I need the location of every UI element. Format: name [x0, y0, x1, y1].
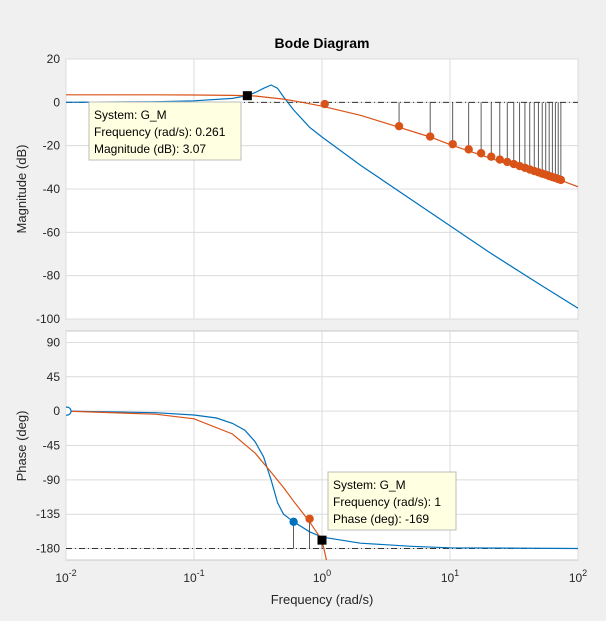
phase-orange-marker — [305, 515, 313, 523]
phase-datatip-line-3: Phase (deg): -169 — [333, 512, 429, 526]
x-tick-labels: 10-2 10-1 100 101 102 — [55, 568, 587, 585]
phase-y-axis-label: Phase (deg) — [14, 411, 29, 482]
phase-datatip-line-2: Frequency (rad/s): 1 — [333, 495, 441, 509]
y-tick-label: -45 — [43, 439, 61, 453]
y-tick-label: 45 — [47, 370, 61, 384]
y-tick-label: -40 — [43, 182, 61, 196]
y-tick-label: 0 — [53, 404, 60, 418]
sample-marker — [477, 149, 485, 157]
y-tick-label: -20 — [43, 139, 61, 153]
phase-datatip-line-1: System: G_M — [333, 478, 406, 492]
x-tick-label: 10-2 — [55, 568, 76, 585]
magnitude-datatip-line-2: Frequency (rad/s): 0.261 — [94, 125, 226, 139]
y-tick-label: -60 — [43, 225, 61, 239]
sample-marker — [496, 155, 504, 163]
magnitude-datatip[interactable]: System: G_M Frequency (rad/s): 0.261 Mag… — [89, 102, 241, 160]
magnitude-y-axis-label: Magnitude (dB) — [14, 145, 29, 234]
y-tick-label: 0 — [53, 95, 60, 109]
phase-start-marker — [63, 407, 71, 415]
magnitude-axes: 20 0 -20 -40 -60 -80 -100 — [36, 52, 578, 326]
phase-axes: 90 45 0 -45 -90 -135 -180 — [36, 331, 578, 564]
magnitude-ytick-labels: 20 0 -20 -40 -60 -80 -100 — [36, 52, 60, 326]
y-tick-label: -80 — [43, 269, 61, 283]
phase-datatip[interactable]: System: G_M Frequency (rad/s): 1 Phase (… — [328, 472, 456, 530]
sample-marker — [557, 176, 565, 184]
magnitude-datatip-line-3: Magnitude (dB): 3.07 — [94, 142, 206, 156]
x-tick-label: 10-1 — [183, 568, 204, 585]
y-tick-label: 90 — [47, 335, 61, 349]
x-tick-label: 101 — [441, 568, 459, 585]
y-tick-label: -100 — [36, 312, 60, 326]
y-tick-label: -180 — [36, 542, 60, 556]
chart-title: Bode Diagram — [275, 35, 370, 51]
x-axis-label: Frequency (rad/s) — [271, 592, 374, 607]
phase-blue-marker — [289, 518, 297, 526]
phase-datatip-marker — [318, 536, 327, 545]
y-tick-label: 20 — [47, 52, 61, 66]
y-tick-label: -135 — [36, 507, 60, 521]
x-tick-label: 100 — [313, 568, 331, 585]
phase-ytick-labels: 90 45 0 -45 -90 -135 -180 — [36, 335, 60, 555]
sample-marker — [449, 140, 457, 148]
sample-marker — [426, 132, 434, 140]
sample-marker — [465, 145, 473, 153]
sample-marker — [487, 153, 495, 161]
sample-marker — [395, 122, 403, 130]
x-tick-label: 102 — [569, 568, 587, 585]
magnitude-datatip-marker — [243, 91, 252, 100]
y-tick-label: -90 — [43, 473, 61, 487]
sample-marker — [321, 100, 329, 108]
magnitude-datatip-line-1: System: G_M — [94, 108, 167, 122]
